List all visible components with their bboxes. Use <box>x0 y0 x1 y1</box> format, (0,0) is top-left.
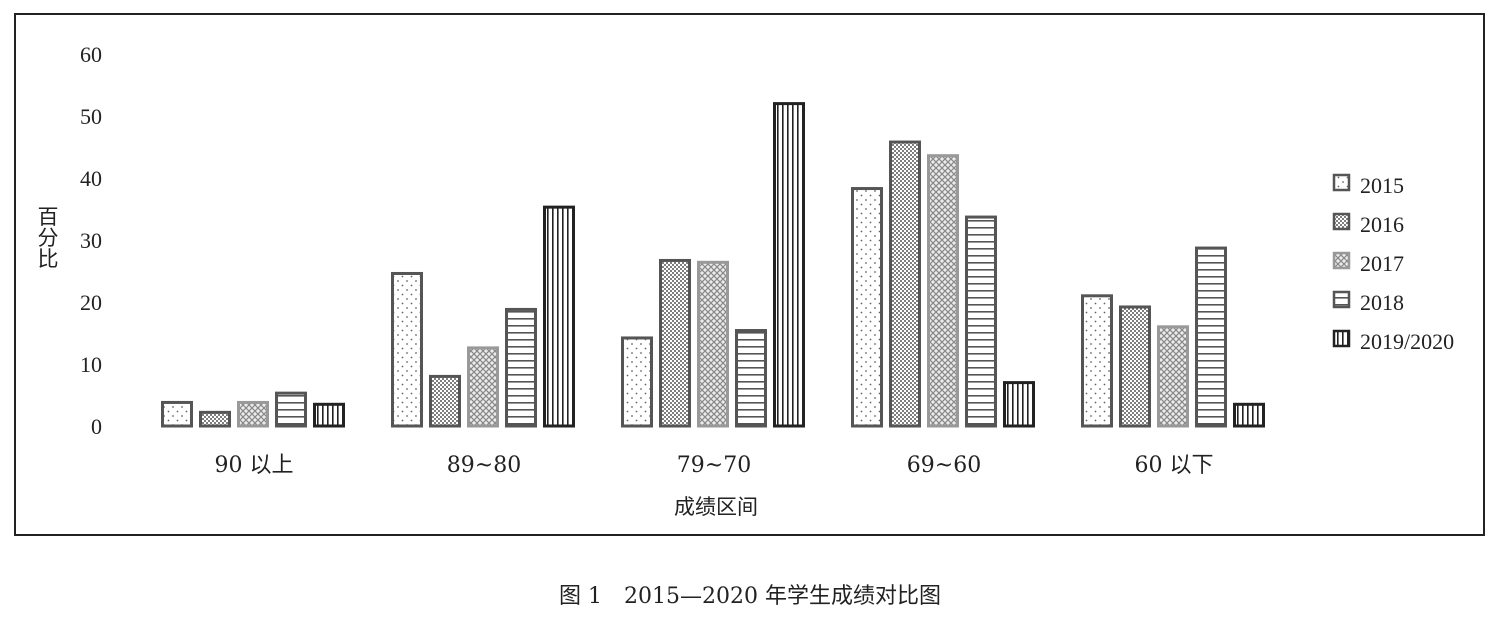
bar <box>313 402 345 428</box>
bar <box>1157 325 1189 428</box>
bar <box>773 102 805 428</box>
legend-label: 2015 <box>1360 173 1404 198</box>
legend-label: 2017 <box>1360 251 1404 276</box>
legend-swatch <box>1332 173 1351 192</box>
bar <box>851 187 883 428</box>
bar <box>621 336 653 428</box>
y-tick-label: 30 <box>80 228 102 253</box>
legend-swatch <box>1332 212 1351 231</box>
bar <box>543 205 575 428</box>
x-tick-label: 60 以下 <box>1135 453 1214 478</box>
bar <box>237 400 269 428</box>
bar <box>1119 305 1151 428</box>
bar <box>199 410 231 428</box>
bar <box>275 391 307 428</box>
figure-caption: 图 1 2015—2020 年学生成绩对比图 <box>559 584 941 609</box>
bar <box>735 329 767 428</box>
y-tick-label: 50 <box>80 104 102 129</box>
chart-frame <box>14 13 1485 536</box>
x-tick-label: 90 以上 <box>215 453 294 478</box>
legend-swatch <box>1332 251 1351 270</box>
bar <box>467 346 499 428</box>
x-axis-label: 成绩区间 <box>674 495 758 519</box>
y-tick-label: 20 <box>80 290 102 315</box>
x-tick-label: 69~60 <box>907 453 981 478</box>
bar <box>697 260 729 428</box>
legend-label: 2016 <box>1360 212 1404 237</box>
y-tick-label: 40 <box>80 166 102 191</box>
bar <box>1003 381 1035 428</box>
y-tick-label: 60 <box>80 42 102 67</box>
legend-swatch <box>1332 329 1351 348</box>
y-axis-label: 百分比 <box>35 206 59 269</box>
bar <box>927 154 959 428</box>
bar <box>1081 294 1113 428</box>
legend-swatch <box>1332 290 1351 309</box>
bar <box>429 374 461 428</box>
bar <box>391 271 423 428</box>
bar <box>1195 246 1227 428</box>
bar <box>965 215 997 428</box>
bar <box>659 258 691 428</box>
bar <box>1233 402 1265 428</box>
bar <box>505 307 537 428</box>
bar <box>889 140 921 428</box>
x-tick-label: 89~80 <box>447 453 521 478</box>
x-tick-label: 79~70 <box>677 453 751 478</box>
legend-label: 2018 <box>1360 290 1404 315</box>
y-tick-label: 10 <box>80 352 102 377</box>
bar <box>161 400 193 428</box>
y-tick-label: 0 <box>91 414 102 439</box>
legend-label: 2019/2020 <box>1360 329 1454 354</box>
